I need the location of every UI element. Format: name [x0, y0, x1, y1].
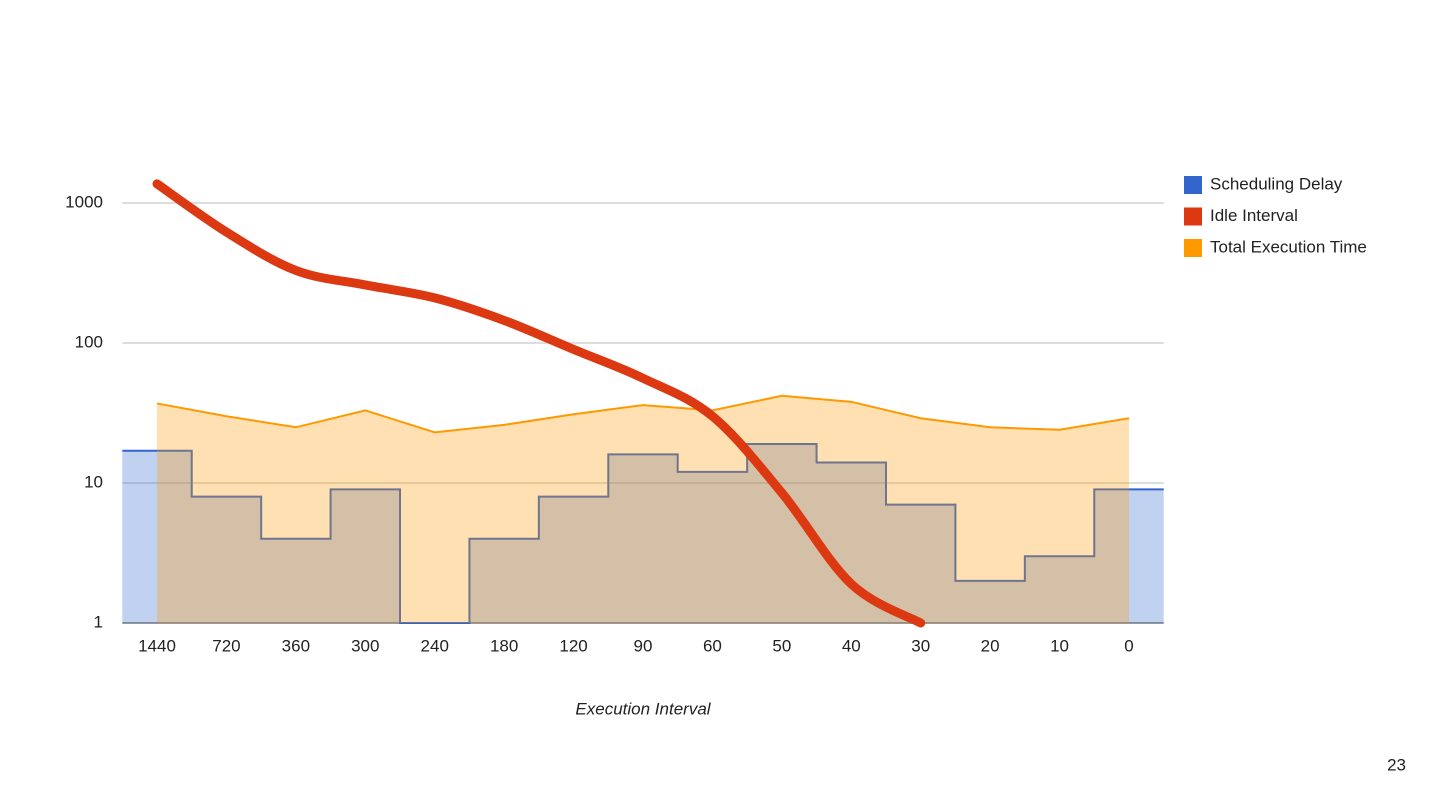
legend-label: Idle Interval	[1210, 206, 1298, 225]
x-tick-label: 1440	[138, 636, 176, 655]
x-axis-label: Execution Interval	[575, 699, 711, 718]
legend-swatch	[1184, 239, 1202, 257]
x-tick-label: 60	[703, 636, 722, 655]
x-tick-label: 90	[634, 636, 653, 655]
x-tick-label: 30	[911, 636, 930, 655]
legend-label: Scheduling Delay	[1210, 174, 1343, 193]
legend-swatch	[1184, 176, 1202, 194]
x-tick-label: 40	[842, 636, 861, 655]
y-tick-label: 100	[75, 332, 103, 351]
x-tick-label: 180	[490, 636, 518, 655]
area-line	[156, 394, 1130, 434]
x-tick-label: 300	[351, 636, 379, 655]
x-tick-label: 10	[1050, 636, 1069, 655]
x-tick-label: 120	[559, 636, 587, 655]
area-fill	[157, 395, 1129, 623]
y-tick-label: 1000	[65, 192, 103, 211]
x-tick-label: 240	[421, 636, 449, 655]
stepped-area-fill	[122, 443, 1164, 623]
y-tick-label: 1	[94, 612, 103, 631]
legend-swatch	[1184, 207, 1202, 226]
x-tick-label: 20	[981, 636, 1000, 655]
y-tick-label: 10	[84, 472, 103, 491]
legend-label: Total Execution Time	[1210, 237, 1367, 256]
x-tick-label: 360	[282, 636, 310, 655]
x-tick-label: 50	[772, 636, 791, 655]
page-number: 23	[1387, 755, 1406, 774]
line	[152, 179, 926, 628]
x-tick-label: 720	[212, 636, 240, 655]
stepped-area-line	[122, 442, 1164, 624]
x-tick-label: 0	[1124, 636, 1133, 655]
